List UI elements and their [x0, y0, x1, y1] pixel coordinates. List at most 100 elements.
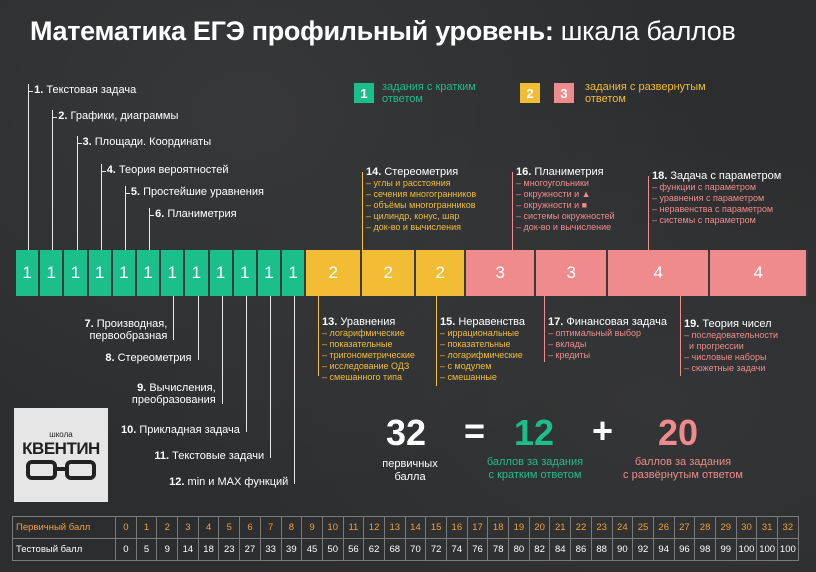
- task-19-block: 19. Теория чисел – последовательности и п…: [684, 318, 778, 374]
- plus-sign: +: [592, 410, 614, 451]
- task-19-block-item: – числовые наборы: [684, 352, 767, 362]
- task-18-block-item: – неравенства с параметром: [652, 204, 774, 214]
- task-label-4: 4. Теория вероятностей: [106, 164, 229, 176]
- glasses-icon: [26, 459, 96, 480]
- bar-cell-task-12: 1: [282, 250, 307, 296]
- test-score-cell: 14: [177, 538, 199, 561]
- connector-tick-4: [100, 171, 106, 172]
- task-14-block-item: – углы и расстояния: [366, 178, 451, 188]
- bar-cell-task-17: 3: [536, 250, 609, 296]
- task-13-block-item: – показательные: [322, 339, 393, 349]
- total-value: 32: [386, 412, 427, 453]
- connector-task-14: [362, 172, 363, 250]
- connector-task-19: [680, 296, 681, 376]
- task-16-block: 16. Планиметрия – многоугольники – окружно…: [516, 166, 615, 233]
- legend-long-text: задания с развернутым ответом: [585, 81, 706, 105]
- primary-score-cell: 27: [673, 516, 696, 539]
- test-score-cell: 86: [570, 538, 592, 561]
- connector-task-13: [318, 296, 319, 376]
- primary-score-cell: 25: [632, 516, 654, 539]
- task-16-block-item: – окружности и ■: [516, 200, 588, 210]
- task-14-block: 14. Стереометрия – углы и расстояния – сеч…: [366, 166, 476, 233]
- test-score-cell: 100: [735, 538, 758, 561]
- connector-task-8: [197, 296, 199, 360]
- bar-cell-task-2: 1: [40, 250, 65, 296]
- task-label-12: 12. min и MAX функций: [169, 476, 289, 488]
- primary-score-cell: 26: [652, 516, 675, 539]
- connector-task-4: [100, 164, 102, 250]
- test-score-cell: 70: [404, 538, 427, 561]
- primary-score-cell: 0: [115, 516, 137, 539]
- task-16-block-title: 16. Планиметрия: [516, 166, 604, 178]
- test-score-cell: 33: [259, 538, 282, 561]
- connector-tick-1: [28, 91, 34, 92]
- long-label: баллов за задания с развёрнутым ответом: [623, 456, 743, 481]
- test-score-cell: 98: [694, 538, 716, 561]
- task-17-block-item: – кредиты: [548, 350, 591, 360]
- task-19-block-item: – сюжетные задачи: [684, 363, 766, 373]
- connector-tick-6: [149, 215, 155, 216]
- test-score-cell: 45: [301, 538, 323, 561]
- connector-task-1: [28, 84, 30, 250]
- task-label-11: 11. Текстовые задачи: [154, 450, 265, 462]
- task-15-block-title: 15. Неравенства: [440, 316, 525, 328]
- test-score-cell: 0: [115, 538, 137, 561]
- primary-score-cell: 23: [590, 516, 613, 539]
- test-score-cell: 27: [239, 538, 261, 561]
- task-label-8: 8. Стереометрия: [105, 352, 192, 364]
- connector-task-10: [245, 296, 247, 432]
- connector-task-2: [52, 110, 54, 250]
- connector-task-11: [270, 296, 272, 458]
- task-label-2: 2. Графики, диаграммы: [58, 110, 179, 122]
- primary-score-cell: 28: [694, 516, 716, 539]
- primary-score-cell: 4: [197, 516, 220, 539]
- task-16-block-item: – системы окружностей: [516, 211, 615, 221]
- task-13-block-item: – логарифмические: [322, 328, 405, 338]
- total-label: первичных балла: [382, 458, 438, 483]
- connector-tick-5: [124, 193, 130, 194]
- bar-cell-task-5: 1: [112, 250, 137, 296]
- primary-score-cell: 12: [363, 516, 385, 539]
- connector-task-3: [76, 136, 78, 250]
- task-17-block-item: – оптимальный выбор: [548, 328, 642, 338]
- connector-task-17: [544, 296, 545, 362]
- task-label-10: 10. Прикладная задача: [120, 424, 240, 436]
- primary-score-cell: 32: [777, 516, 799, 539]
- task-label-5: 5. Простейшие уравнения: [130, 186, 264, 198]
- primary-score-cell: 11: [342, 516, 365, 539]
- bar-cell-task-3: 1: [64, 250, 89, 296]
- test-score-cell: 68: [383, 538, 406, 561]
- equals-sign: =: [464, 410, 486, 451]
- primary-score-cell: 9: [301, 516, 323, 539]
- primary-score-cell: 15: [425, 516, 447, 539]
- bar-cell-task-4: 1: [88, 250, 113, 296]
- legend-long-swatch-2: 2: [520, 83, 540, 103]
- connector-task-5: [124, 186, 126, 250]
- primary-score-cell: 31: [756, 516, 778, 539]
- bar-cell-task-7: 1: [161, 250, 186, 296]
- task-13-block: 13. Уравнения – логарифмические – показате…: [322, 316, 415, 383]
- test-score-cell: 23: [218, 538, 241, 561]
- primary-score-cell: 22: [570, 516, 592, 539]
- task-label-6: 6. Планиметрия: [155, 208, 237, 220]
- task-18-block: 18. Задача с параметром – функции с парам…: [652, 170, 781, 226]
- task-14-block-title: 14. Стереометрия: [366, 166, 459, 178]
- primary-score-cell: 5: [218, 516, 241, 539]
- bar-cell-task-15: 2: [416, 250, 467, 296]
- primary-score-cell: 17: [466, 516, 489, 539]
- task-15-block-item: – показательные: [440, 339, 511, 349]
- bar-cell-task-14: 2: [362, 250, 417, 296]
- test-score-cell: 39: [280, 538, 303, 561]
- test-score-cell: 99: [714, 538, 737, 561]
- primary-row-label: Первичный балл: [12, 516, 116, 539]
- test-score-cell: 90: [611, 538, 634, 561]
- task-14-block-item: – объёмы многогранников: [366, 200, 476, 210]
- primary-score-cell: 29: [714, 516, 737, 539]
- task-15-block-item: – смешанные: [440, 372, 497, 382]
- long-value: 20: [658, 412, 699, 453]
- connector-task-7: [173, 296, 175, 340]
- bar-cell-task-13: 2: [306, 250, 363, 296]
- task-14-block-item: – цилиндр, конус, шар: [366, 211, 460, 221]
- logo-top: школа: [49, 429, 73, 439]
- task-label-3: 3. Площади. Координаты: [82, 136, 212, 148]
